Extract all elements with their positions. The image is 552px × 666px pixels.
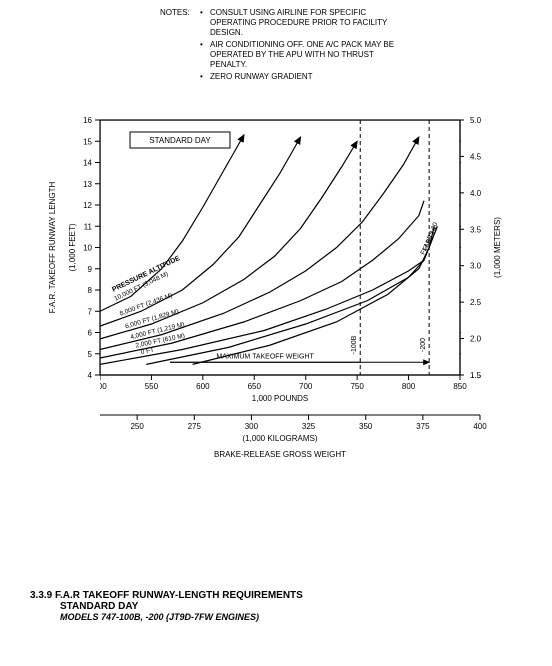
svg-text:13: 13 xyxy=(83,180,92,189)
svg-text:9: 9 xyxy=(88,265,93,274)
svg-text:STANDARD DAY: STANDARD DAY xyxy=(149,136,211,145)
svg-text:700: 700 xyxy=(299,382,313,391)
svg-text:800: 800 xyxy=(402,382,416,391)
svg-text:550: 550 xyxy=(145,382,159,391)
svg-text:(1,000 FEET): (1,000 FEET) xyxy=(68,223,77,271)
svg-text:350: 350 xyxy=(359,422,373,431)
svg-text:850: 850 xyxy=(453,382,467,391)
footer-title-2: STANDARD DAY xyxy=(30,601,303,612)
svg-text:2.5: 2.5 xyxy=(470,298,482,307)
svg-text:-100B: -100B xyxy=(351,335,358,354)
svg-text:F.A.R. TAKEOFF RUNWAY LENGTH: F.A.R. TAKEOFF RUNWAY LENGTH xyxy=(48,181,57,313)
svg-text:600: 600 xyxy=(196,382,210,391)
svg-text:6: 6 xyxy=(88,329,93,338)
footer-models: MODELS 747-100B, -200 (JT9D-7FW ENGINES) xyxy=(30,612,303,622)
svg-text:250: 250 xyxy=(130,422,144,431)
svg-text:3.5: 3.5 xyxy=(470,225,482,234)
svg-text:8: 8 xyxy=(88,286,93,295)
note-item: AIR CONDITIONING OFF. ONE A/C PACK MAY B… xyxy=(200,40,410,70)
chart-svg: 4 5 6 7 8 9 10 11 12 13 14 15 16 1.5 2.0 2.5 3.0 3.5 4.0 4.… xyxy=(30,105,520,495)
svg-text:MAXIMUM TAKEOFF WEIGHT: MAXIMUM TAKEOFF WEIGHT xyxy=(216,353,314,360)
svg-text:-200: -200 xyxy=(420,338,427,352)
svg-text:16: 16 xyxy=(83,116,92,125)
svg-text:1.5: 1.5 xyxy=(470,371,482,380)
footer-title-1: F.A.R TAKEOFF RUNWAY-LENGTH REQUIREMENTS xyxy=(55,590,303,601)
notes-block: NOTES: CONSULT USING AIRLINE FOR SPECIFI… xyxy=(160,8,420,84)
note-item: ZERO RUNWAY GRADIENT xyxy=(200,72,410,82)
notes-list: CONSULT USING AIRLINE FOR SPECIFIC OPERA… xyxy=(200,8,410,84)
svg-text:650: 650 xyxy=(248,382,262,391)
svg-text:4: 4 xyxy=(88,371,93,380)
svg-text:BRAKE-RELEASE GROSS WEIGHT: BRAKE-RELEASE GROSS WEIGHT xyxy=(214,450,346,459)
svg-text:4.5: 4.5 xyxy=(470,152,482,161)
svg-text:1,000 POUNDS: 1,000 POUNDS xyxy=(252,394,308,403)
svg-text:(1,000 KILOGRAMS): (1,000 KILOGRAMS) xyxy=(242,434,317,443)
svg-text:5.0: 5.0 xyxy=(470,116,482,125)
svg-text:5: 5 xyxy=(88,350,93,359)
svg-text:2.0: 2.0 xyxy=(470,335,482,344)
svg-text:7: 7 xyxy=(88,307,93,316)
section-number: 3.3.9 xyxy=(30,590,52,601)
chart-area: 4 5 6 7 8 9 10 11 12 13 14 15 16 1.5 2.0 2.5 3.0 3.5 4.0 4.… xyxy=(30,105,520,495)
svg-text:15: 15 xyxy=(83,137,92,146)
svg-text:400: 400 xyxy=(473,422,487,431)
note-item: CONSULT USING AIRLINE FOR SPECIFIC OPERA… xyxy=(200,8,410,38)
svg-text:(1,000 METERS): (1,000 METERS) xyxy=(493,217,502,278)
svg-text:750: 750 xyxy=(350,382,364,391)
svg-text:275: 275 xyxy=(188,422,202,431)
svg-text:4.0: 4.0 xyxy=(470,189,482,198)
svg-text:12: 12 xyxy=(83,201,92,210)
notes-label: NOTES: xyxy=(160,8,190,18)
svg-text:325: 325 xyxy=(302,422,316,431)
svg-text:375: 375 xyxy=(416,422,430,431)
footer-block: 3.3.9 F.A.R TAKEOFF RUNWAY-LENGTH REQUIR… xyxy=(30,590,303,622)
svg-text:11: 11 xyxy=(84,222,93,231)
svg-text:14: 14 xyxy=(83,159,92,168)
svg-text:300: 300 xyxy=(245,422,259,431)
svg-text:10: 10 xyxy=(83,244,92,253)
svg-text:3.0: 3.0 xyxy=(470,262,482,271)
